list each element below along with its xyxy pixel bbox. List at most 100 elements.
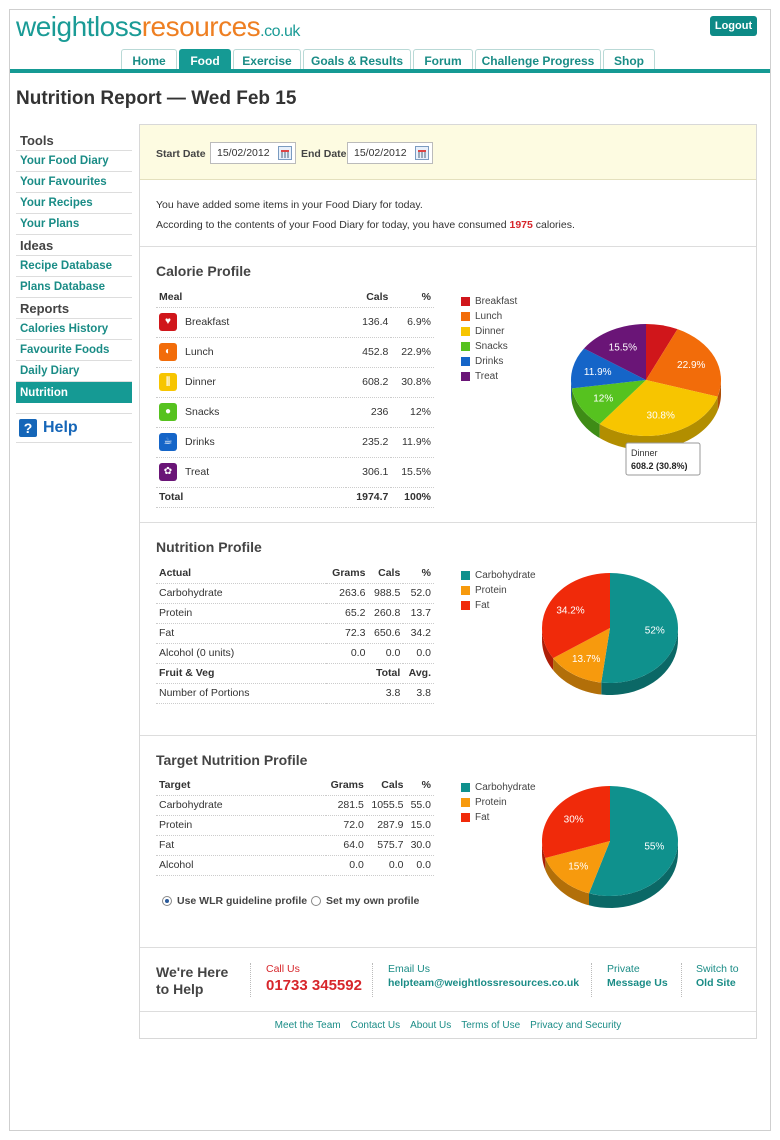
tab-challenge-progress[interactable]: Challenge Progress [475,49,601,71]
nutrient-grams: 281.5 [326,795,367,816]
table-row: Alcohol (0 units) 0.0 0.0 0.0 [156,643,434,664]
pie-slice-drinks[interactable] [571,348,646,389]
pie-slice-side-dinner [599,396,718,450]
link-contact[interactable]: Contact Us [350,1020,401,1031]
col-grams: Grams [326,563,369,584]
sidebar-item-daily-diary[interactable]: Daily Diary [16,361,132,382]
site-logo[interactable]: weightlossresources.co.uk [16,11,300,43]
pie-label-protein: 15% [568,862,588,873]
lunch-icon: ◐ [159,343,177,361]
logo-text-1: weightloss [16,11,142,42]
divider [140,522,756,523]
radio-own-profile[interactable]: Set my own profile [311,895,419,907]
sidebar-item-calories-history[interactable]: Calories History [16,319,132,340]
pie-slice-lunch[interactable] [646,329,721,397]
nutrient-grams: 72.3 [326,623,369,644]
sidebar-heading-ideas: Ideas [16,235,132,256]
calendar-icon[interactable] [278,146,292,160]
nutrition-legend: Carbohydrate Protein Fat [461,568,536,613]
email-address[interactable]: helpteam@weightlossresources.co.uk [388,977,580,989]
private-label: Private [607,963,640,975]
meal-name: Lunch [185,345,214,358]
end-date-input[interactable]: 15/02/2012 [347,142,433,164]
sidebar-item-nutrition[interactable]: Nutrition [16,382,132,403]
email-us[interactable]: Email Us helpteam@weightlossresources.co.… [388,963,579,989]
portions-total: 3.8 [368,683,404,704]
nutrient-name: Alcohol [156,855,326,876]
pie-slice-side-drinks [571,379,572,403]
table-row: Fat 64.0 575.7 30.0 [156,835,434,856]
nutrient-name: Fat [156,623,326,644]
sidebar-item-favourites[interactable]: Your Favourites [16,172,132,193]
pie-slice-side-carbohydrate [588,840,678,908]
pie-slice-protein[interactable] [545,841,610,894]
sidebar-item-recipe-database[interactable]: Recipe Database [16,256,132,277]
link-privacy[interactable]: Privacy and Security [530,1020,622,1031]
pie-slice-breakfast[interactable] [646,324,678,380]
sidebar-item-recipes[interactable]: Your Recipes [16,193,132,214]
end-date-label: End Date [301,148,347,160]
legend-item: Drinks [461,354,517,369]
radio-unchecked-icon[interactable] [311,896,321,906]
link-meet-team[interactable]: Meet the Team [274,1020,341,1031]
radio-checked-icon[interactable] [162,896,172,906]
nutrient-cals: 650.6 [368,623,404,644]
nutrient-pct: 13.7 [403,603,434,624]
pie-slice-treat[interactable] [583,324,646,380]
tab-food[interactable]: Food [179,49,231,71]
sidebar-item-plans-database[interactable]: Plans Database [16,277,132,298]
legend-label: Breakfast [475,296,518,307]
switch-site[interactable]: Switch to Old Site [696,963,739,989]
pie-slice-side-lunch [717,380,721,411]
sidebar-item-food-diary[interactable]: Your Food Diary [16,151,132,172]
nutrition-profile-heading: Nutrition Profile [156,539,262,555]
tab-home[interactable]: Home [121,49,177,71]
tab-goals-results[interactable]: Goals & Results [303,49,411,71]
radio-wlr-profile[interactable]: Use WLR guideline profile [162,895,307,907]
logout-button[interactable]: Logout [710,16,757,36]
legend-label: Treat [475,371,498,382]
pie-label-dinner: 30.8% [647,410,675,421]
meal-name: Drinks [185,435,215,448]
call-us: Call Us 01733 345592 [266,963,362,994]
nutrient-grams: 65.2 [326,603,369,624]
legend-label: Lunch [475,311,503,322]
private-message[interactable]: Private Message Us [607,963,668,989]
tooltip-value: 608.2 (30.8%) [631,461,688,471]
pie-slice-snacks[interactable] [571,380,646,425]
sidebar-item-plans[interactable]: Your Plans [16,214,132,235]
link-about[interactable]: About Us [410,1020,452,1031]
nutrient-cals: 260.8 [368,603,404,624]
treat-icon: ✿ [159,463,177,481]
pie-slice-dinner[interactable] [599,380,718,436]
meal-pct: 6.9% [391,307,434,338]
help-link[interactable]: ? Help [16,413,132,443]
old-site-link[interactable]: Old Site [696,977,736,989]
pie-slice-side-carbohydrate [601,627,678,695]
pie-slice-fat[interactable] [542,573,610,659]
col-target: Target [156,775,326,796]
legend-swatch [461,813,470,822]
meal-cals: 136.4 [346,307,392,338]
link-terms[interactable]: Terms of Use [461,1020,521,1031]
pie-slice-fat[interactable] [542,786,610,858]
pie-slice-carbohydrate[interactable] [588,786,678,896]
pie-slice-carbohydrate[interactable] [601,573,678,683]
pie-slice-protein[interactable] [553,628,610,683]
calories-consumed: 1975 [509,219,533,231]
start-date-input[interactable]: 15/02/2012 [210,142,296,164]
tab-exercise[interactable]: Exercise [233,49,301,71]
message-us-link[interactable]: Message Us [607,977,668,989]
tab-forum[interactable]: Forum [413,49,473,71]
legend-item: Lunch [461,309,517,324]
legend-swatch [461,297,470,306]
col-actual: Actual [156,563,326,584]
legend-label: Snacks [475,341,508,352]
dinner-icon: ∥ [159,373,177,391]
message-post: calories. [532,219,575,231]
tab-shop[interactable]: Shop [603,49,655,71]
portions-avg: 3.8 [403,683,434,704]
calendar-icon[interactable] [415,146,429,160]
target-profile-heading: Target Nutrition Profile [156,752,308,768]
sidebar-item-favourite-foods[interactable]: Favourite Foods [16,340,132,361]
